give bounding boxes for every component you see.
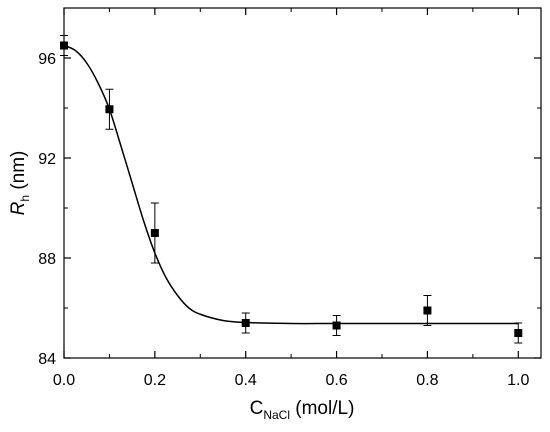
y-tick-label: 84 — [38, 351, 56, 368]
y-tick-label: 96 — [38, 51, 56, 68]
fit-curve-layer — [63, 44, 519, 325]
data-points-layer — [60, 35, 523, 344]
data-point — [514, 329, 523, 337]
axis-ticks: 0.0 0.2 0.4 0.6 0.8 1.0 84 88 92 96 — [38, 8, 541, 389]
data-point — [423, 306, 432, 315]
data-point — [241, 319, 250, 327]
x-tick-label: 0.4 — [235, 372, 257, 389]
data-point — [150, 229, 159, 237]
data-point — [332, 321, 341, 330]
plot-frame — [63, 7, 542, 359]
data-point — [105, 105, 114, 114]
data-point — [60, 41, 68, 50]
fit-curve — [63, 44, 519, 325]
x-tick-label: 1.0 — [507, 372, 529, 389]
x-tick-label: 0.6 — [325, 372, 347, 389]
x-tick-label: 0.0 — [53, 372, 75, 389]
x-axis-title: CNaCl (mol/L) — [250, 398, 355, 422]
y-tick-label: 88 — [38, 251, 56, 268]
x-tick-label: 0.2 — [144, 372, 166, 389]
x-tick-label: 0.8 — [416, 372, 438, 389]
y-axis-title: Rh (nm) — [8, 151, 32, 216]
y-tick-label: 92 — [38, 151, 56, 168]
